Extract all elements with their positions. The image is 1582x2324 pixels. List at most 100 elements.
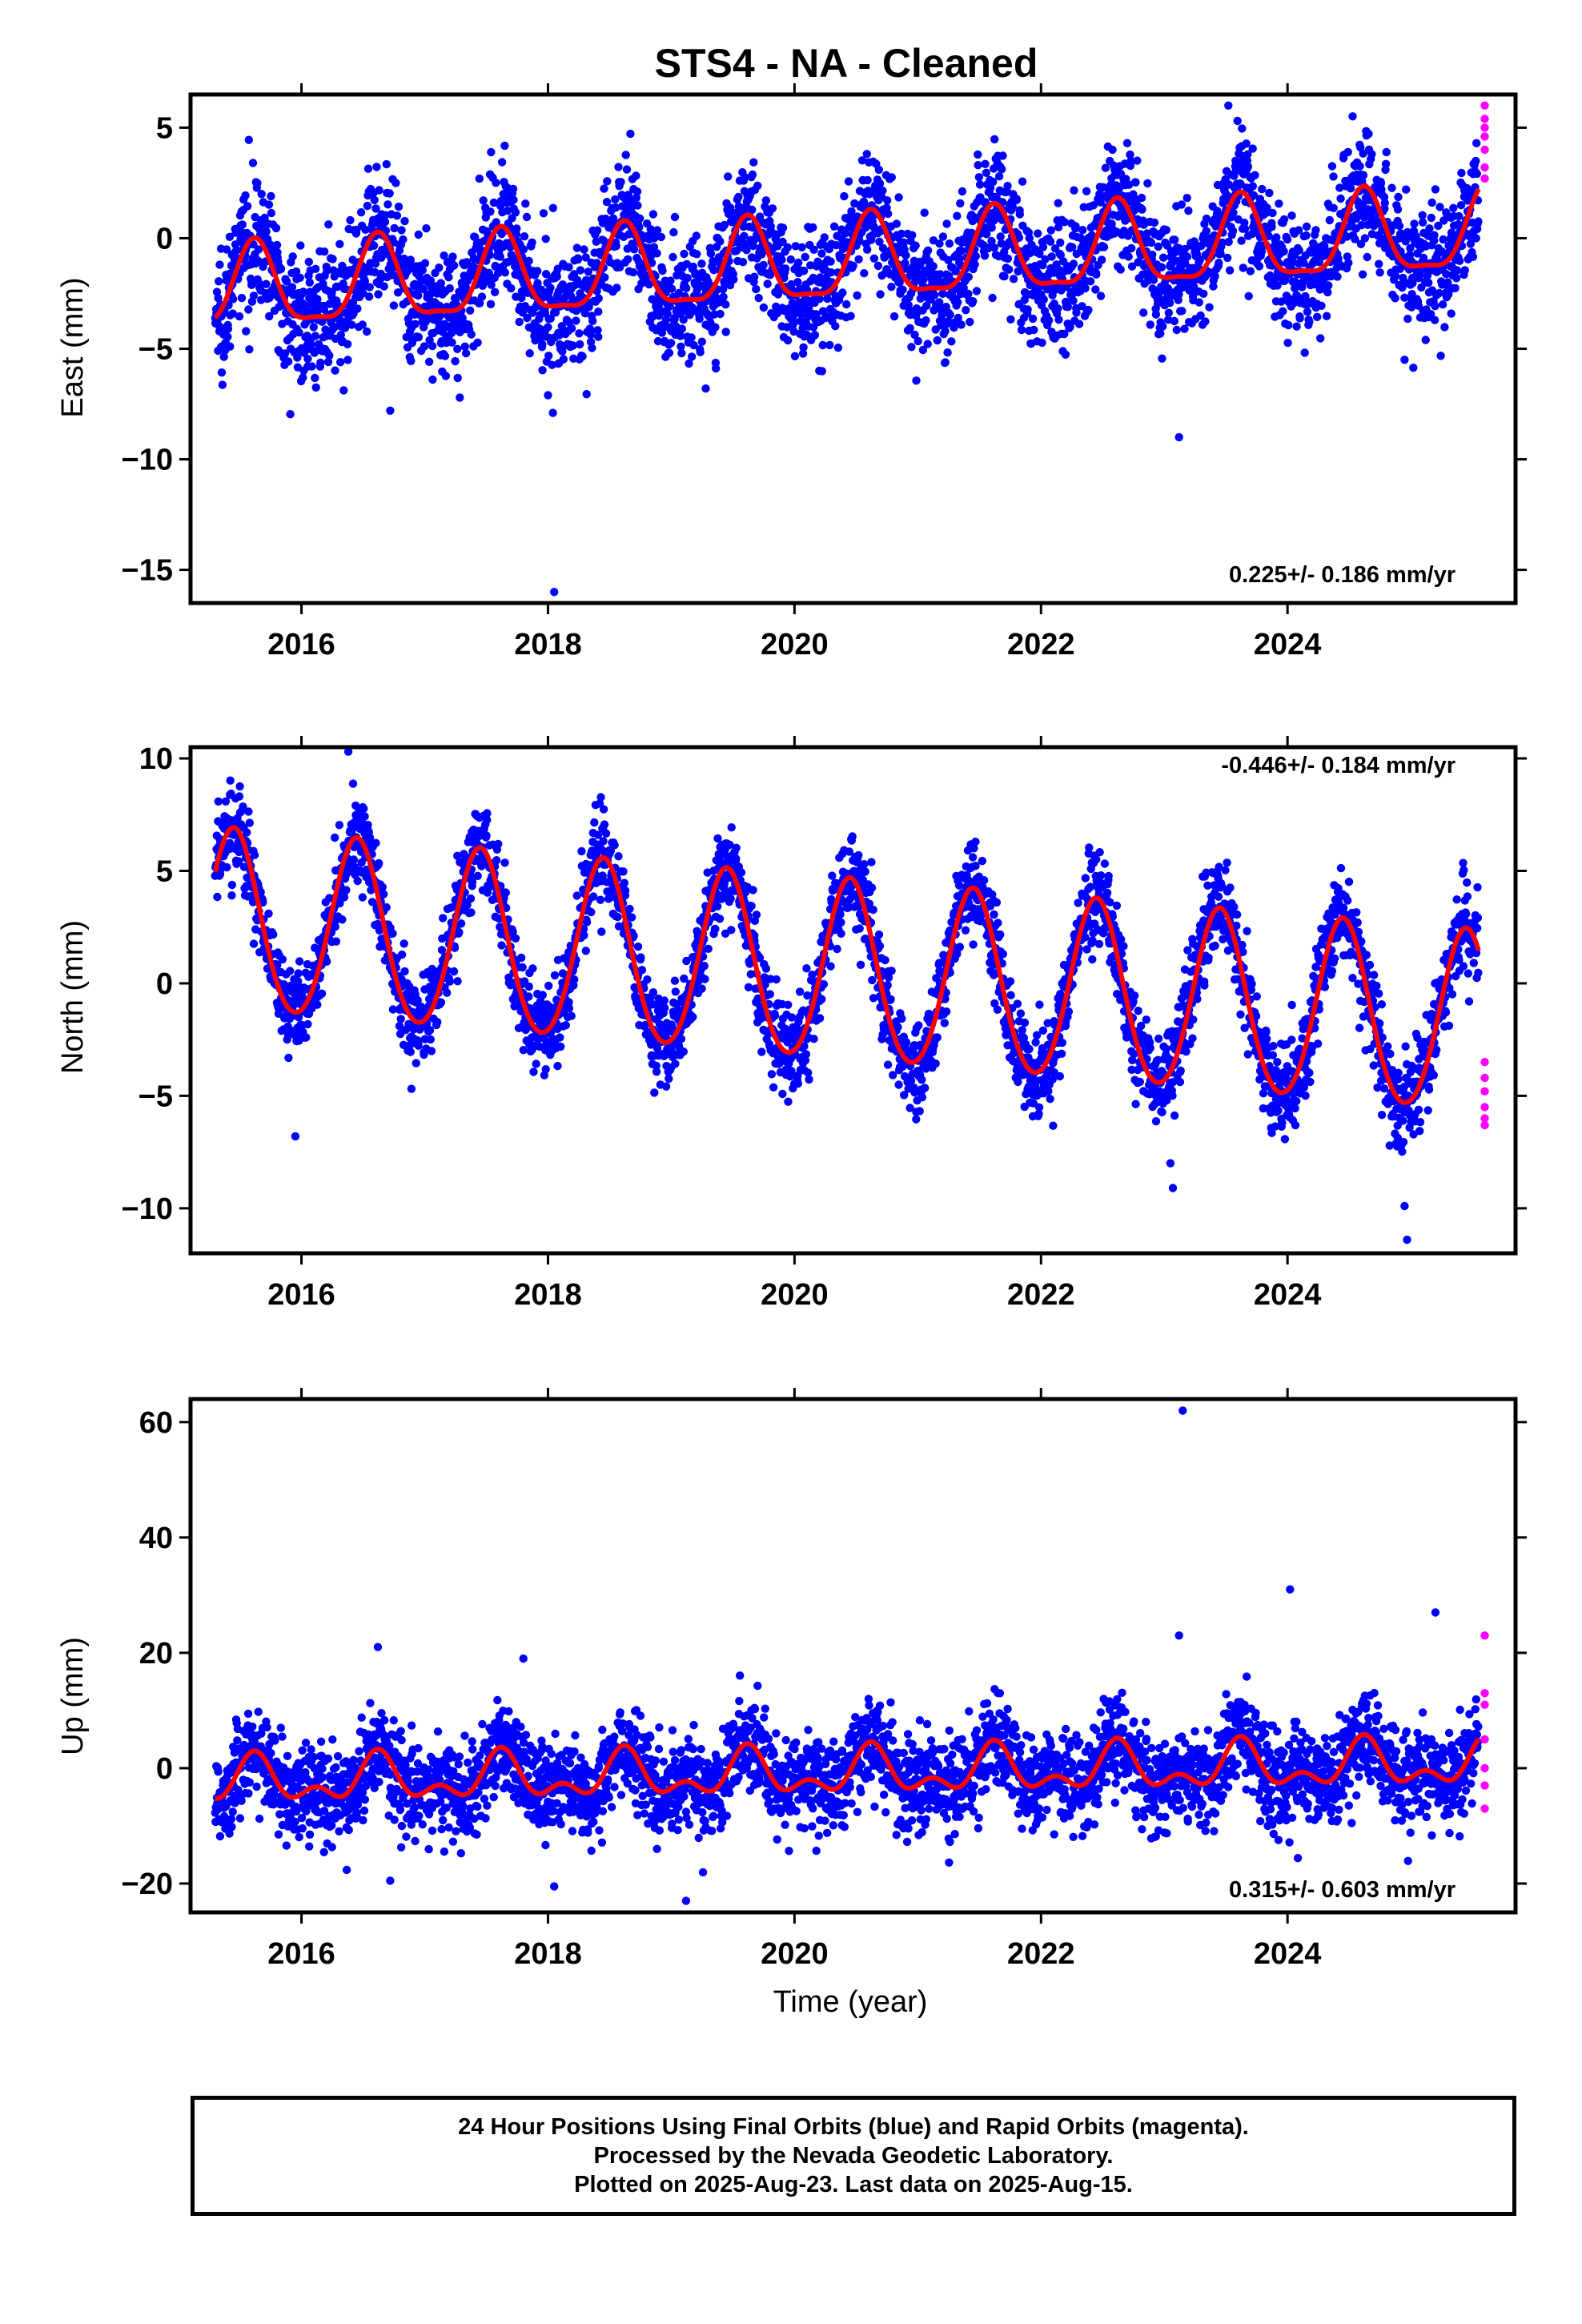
east-final-point <box>624 255 632 263</box>
east-final-point <box>450 261 459 270</box>
north-final-point <box>227 891 236 900</box>
east-final-point <box>1363 252 1371 262</box>
north-final-point <box>529 1068 538 1076</box>
east-final-point <box>584 267 592 276</box>
east-frame <box>188 92 1518 605</box>
east-final-point <box>810 331 820 340</box>
north-final-point <box>643 975 652 984</box>
east-final-point <box>303 354 312 364</box>
east-final-point <box>1151 310 1161 319</box>
east-final-point <box>1468 252 1478 261</box>
east-final-point <box>697 337 706 346</box>
east-final-point <box>311 373 319 383</box>
east-final-point <box>541 235 550 243</box>
east-final-point <box>1268 208 1277 218</box>
north-final-point <box>492 856 501 865</box>
east-final-point <box>612 283 621 292</box>
east-final-point <box>980 251 990 260</box>
east-final-point <box>249 292 259 300</box>
east-final-point <box>790 352 800 360</box>
north-final-point <box>677 1035 686 1043</box>
east-final-point <box>582 390 591 399</box>
east-final-point <box>1017 325 1026 335</box>
east-final-point <box>1311 226 1320 235</box>
east-final-point <box>219 352 228 361</box>
north-final-point <box>665 1074 673 1084</box>
east-final-point <box>1143 179 1152 188</box>
east-final-point <box>1295 246 1303 255</box>
east-final-point <box>696 348 705 356</box>
east-final-point <box>296 241 305 250</box>
east-final-point <box>363 164 373 173</box>
east-final-point <box>826 257 835 266</box>
east-final-point <box>1391 294 1399 303</box>
east-final-point <box>379 282 388 291</box>
north-final-point <box>599 837 608 846</box>
east-final-point <box>1440 323 1449 332</box>
east-final-point <box>1054 304 1062 313</box>
east-final-point <box>1163 284 1173 293</box>
east-final-point <box>548 203 557 212</box>
east-final-point <box>436 301 444 311</box>
east-final-point <box>974 150 982 159</box>
north-final-point <box>620 879 628 887</box>
east-final-point <box>519 245 528 254</box>
east-final-point <box>288 252 297 261</box>
east-final-point <box>1150 218 1159 227</box>
north-final-point <box>596 793 605 802</box>
east-final-point <box>1421 336 1430 344</box>
east-final-point <box>795 284 805 293</box>
east-final-point <box>1009 275 1018 283</box>
east-final-point <box>974 161 982 170</box>
east-rate-label: 0.225+/- 0.186 mm/yr <box>1229 562 1456 588</box>
north-final-point <box>396 1015 405 1023</box>
north-final-point <box>382 903 391 912</box>
north-final-point <box>597 927 606 936</box>
east-final-point <box>1438 300 1447 309</box>
east-final-point <box>441 372 451 380</box>
north-final-point <box>295 957 304 966</box>
east-final-point <box>295 328 303 337</box>
east-final-point <box>335 239 344 248</box>
east-final-point <box>873 261 883 271</box>
north-final-point <box>371 838 380 847</box>
east-final-point <box>1072 308 1081 317</box>
east-final-point <box>460 342 469 351</box>
east-final-point <box>435 263 444 272</box>
east-final-point <box>1430 316 1439 324</box>
north-final-point <box>671 1059 680 1068</box>
east-final-point <box>538 366 547 375</box>
east-final-point <box>954 298 962 307</box>
east-final-point <box>729 275 738 284</box>
east-final-point <box>611 195 620 204</box>
east-final-point <box>1292 322 1301 331</box>
east-final-point <box>987 223 996 232</box>
north-final-point <box>313 1000 322 1009</box>
east-final-point <box>548 360 556 369</box>
east-final-point <box>331 366 339 375</box>
east-final-point <box>448 328 456 337</box>
north-final-point <box>436 998 446 1007</box>
east-outlier-point <box>701 384 710 393</box>
north-final-point <box>600 820 609 829</box>
east-final-point <box>1099 243 1109 251</box>
east-final-point <box>988 293 997 303</box>
east-rapid-point <box>1480 132 1489 141</box>
east-final-point <box>878 243 888 253</box>
east-final-point <box>921 316 930 325</box>
east-final-point <box>721 300 730 309</box>
east-final-point <box>842 300 851 309</box>
east-final-point <box>838 288 847 297</box>
east-final-point <box>935 298 944 307</box>
north-final-point <box>516 953 526 963</box>
east-final-point <box>356 208 366 217</box>
north-final-point <box>388 929 397 938</box>
north-final-point <box>620 886 630 895</box>
north-final-point <box>482 831 491 840</box>
east-final-point <box>1381 159 1391 168</box>
east-final-point <box>255 279 264 289</box>
east-final-point <box>1367 150 1376 159</box>
east-final-point <box>697 259 706 268</box>
east-final-point <box>420 259 430 267</box>
east-final-point <box>981 159 990 168</box>
